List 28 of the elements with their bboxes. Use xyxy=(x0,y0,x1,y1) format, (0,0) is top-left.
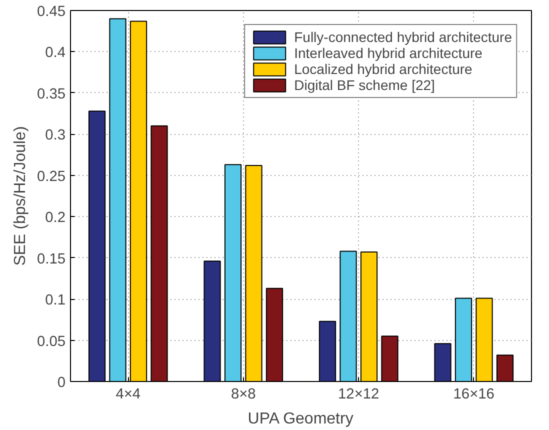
bar xyxy=(88,110,106,382)
bar xyxy=(150,125,168,382)
y-tick-label: 0.2 xyxy=(45,210,66,226)
x-tick-label: 8×8 xyxy=(230,386,256,402)
bar xyxy=(381,336,398,382)
legend-label: Digital BF scheme [22] xyxy=(294,77,435,93)
bar xyxy=(204,260,221,382)
legend-label: Localized hybrid architecture xyxy=(294,61,472,77)
y-tick-label: 0.25 xyxy=(36,168,66,185)
legend-label: Fully-connected hybrid architecture xyxy=(294,29,512,45)
x-tick-label: 12×12 xyxy=(338,386,380,402)
y-axis-title: SEE (bps/Hz/Joule) xyxy=(12,126,29,266)
y-tick-label: 0.15 xyxy=(36,251,66,268)
bar xyxy=(318,320,336,382)
bar xyxy=(266,288,284,382)
legend-label: Interleaved hybrid architecture xyxy=(294,45,482,61)
bar xyxy=(496,354,514,382)
y-tick-label: 0 xyxy=(57,375,66,391)
x-tick-label: 16×16 xyxy=(453,386,494,402)
x-tick-label: 4×4 xyxy=(116,386,141,402)
bar xyxy=(434,343,452,382)
y-tick-label: 0.3 xyxy=(45,128,66,144)
y-tick-label: 0.35 xyxy=(36,86,66,102)
y-tick-label: 0.4 xyxy=(45,45,66,62)
x-axis-title: UPA Geometry xyxy=(248,410,354,428)
y-tick-label: 0.05 xyxy=(36,334,66,350)
y-tick-label: 0.1 xyxy=(45,292,66,309)
y-tick-label: 0.45 xyxy=(36,4,66,20)
